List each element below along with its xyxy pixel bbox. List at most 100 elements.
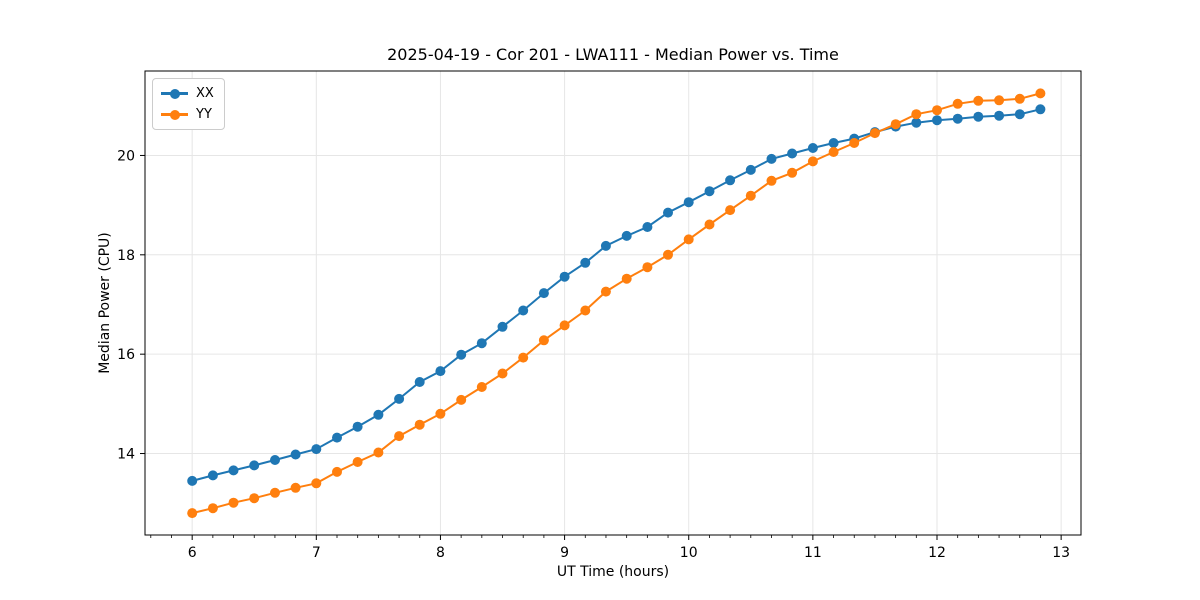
data-point-XX — [1014, 109, 1025, 120]
data-point-XX — [249, 460, 260, 471]
data-point-YY — [1014, 93, 1025, 104]
data-point-YY — [663, 249, 673, 260]
legend-marker-dot-icon — [169, 88, 180, 99]
x-tick-label: 11 — [804, 545, 822, 561]
data-point-YY — [600, 286, 611, 297]
data-point-XX — [807, 143, 818, 153]
data-point-YY — [290, 482, 301, 493]
data-point-XX — [187, 475, 198, 486]
data-point-XX — [994, 110, 1005, 121]
series-line-XX — [191, 108, 1041, 482]
data-point-XX — [683, 197, 694, 208]
data-point-YY — [414, 419, 425, 430]
legend-line-marker-icon — [161, 88, 188, 99]
data-point-XX — [952, 113, 963, 124]
data-point-YY — [952, 98, 963, 109]
data-point-XX — [538, 288, 549, 299]
legend: XX YY — [152, 78, 225, 130]
data-point-YY — [973, 95, 984, 106]
x-tick-label: 13 — [1052, 545, 1070, 561]
data-point-XX — [207, 470, 218, 481]
data-point-YY — [456, 394, 467, 405]
data-point-XX — [725, 175, 736, 186]
data-point-YY — [890, 119, 901, 130]
data-point-XX — [476, 338, 487, 349]
data-point-XX — [456, 349, 467, 360]
data-point-XX — [828, 138, 839, 148]
chart-title: 2025-04-19 - Cor 201 - LWA111 - Median P… — [387, 45, 839, 64]
legend-item-YY: YY — [161, 105, 214, 124]
data-point-YY — [932, 105, 942, 116]
data-point-YY — [394, 431, 405, 442]
data-point-YY — [766, 175, 777, 186]
data-point-XX — [373, 409, 384, 420]
x-tick-label: 9 — [560, 545, 569, 561]
data-point-YY — [911, 109, 922, 120]
data-point-YY — [869, 128, 880, 139]
data-point-YY — [435, 408, 446, 419]
data-point-YY — [1035, 88, 1046, 99]
data-point-YY — [642, 262, 653, 273]
data-point-YY — [249, 493, 260, 504]
plot-border — [144, 70, 1082, 536]
data-point-XX — [704, 186, 715, 197]
legend-item-XX: XX — [161, 84, 214, 103]
data-point-YY — [373, 447, 384, 458]
data-point-YY — [187, 508, 198, 519]
data-point-YY — [745, 190, 756, 201]
data-point-YY — [787, 167, 798, 178]
data-point-XX — [559, 271, 570, 282]
data-point-YY — [497, 368, 508, 379]
data-point-XX — [1035, 104, 1046, 115]
data-point-XX — [497, 321, 508, 332]
data-point-YY — [580, 305, 591, 316]
y-axis-label: Median Power (CPU) — [97, 232, 113, 374]
data-point-XX — [621, 230, 632, 241]
data-point-XX — [911, 117, 922, 128]
data-point-YY — [352, 457, 363, 467]
y-tick-label: 14 — [117, 447, 135, 463]
data-point-XX — [766, 153, 777, 164]
data-point-YY — [828, 147, 839, 157]
data-point-XX — [352, 421, 363, 432]
data-point-YY — [559, 320, 570, 331]
data-point-YY — [207, 503, 218, 514]
y-tick-label: 16 — [117, 347, 135, 363]
data-point-XX — [228, 465, 239, 476]
data-point-YY — [518, 352, 529, 363]
data-point-XX — [932, 115, 942, 126]
data-point-XX — [973, 111, 984, 122]
data-point-YY — [270, 487, 280, 498]
x-tick-label: 6 — [188, 545, 197, 561]
data-point-XX — [332, 432, 342, 443]
legend-line-marker-icon — [161, 109, 188, 120]
data-point-XX — [518, 305, 529, 316]
legend-label: XX — [196, 86, 214, 101]
data-point-YY — [228, 497, 239, 508]
x-axis-label: UT Time (hours) — [556, 564, 670, 580]
data-point-XX — [600, 240, 611, 251]
data-point-XX — [290, 449, 301, 460]
data-point-YY — [807, 156, 818, 167]
data-point-YY — [683, 234, 694, 245]
data-point-XX — [435, 366, 446, 377]
data-point-XX — [787, 148, 798, 159]
data-point-XX — [580, 257, 591, 268]
data-point-XX — [270, 455, 280, 465]
data-point-YY — [704, 219, 715, 230]
data-point-YY — [994, 95, 1005, 106]
data-point-XX — [642, 222, 653, 232]
data-point-XX — [414, 377, 425, 387]
data-point-YY — [725, 205, 736, 216]
data-point-YY — [476, 382, 487, 392]
data-point-YY — [311, 478, 322, 489]
data-point-XX — [394, 393, 405, 404]
data-point-YY — [332, 466, 342, 477]
data-point-XX — [311, 444, 322, 455]
y-tick-label: 20 — [117, 148, 135, 164]
data-point-YY — [538, 335, 549, 346]
data-point-XX — [663, 207, 673, 218]
x-tick-label: 8 — [436, 545, 445, 561]
